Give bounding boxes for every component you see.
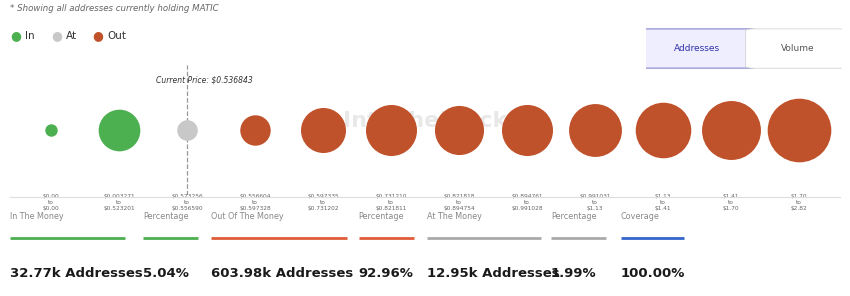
Text: 12.95k Addresses: 12.95k Addresses	[427, 267, 559, 280]
Point	[520, 128, 534, 133]
Text: At: At	[66, 30, 77, 41]
Text: ●: ●	[51, 29, 62, 42]
Text: Current Price: $0.536843: Current Price: $0.536843	[156, 75, 253, 84]
Text: $0.821818
to
$0.894754: $0.821818 to $0.894754	[443, 194, 475, 211]
Text: $0.991031
to
$1.13: $0.991031 to $1.13	[579, 194, 611, 211]
Text: $0.523256
to
$0.556590: $0.523256 to $0.556590	[171, 194, 203, 211]
Text: $0.556604
to
$0.597328: $0.556604 to $0.597328	[239, 194, 271, 211]
Point	[248, 128, 262, 133]
Text: 5.04%: 5.04%	[143, 267, 189, 280]
Text: $0.731210
to
$0.821811: $0.731210 to $0.821811	[375, 194, 407, 211]
Text: Percentage: Percentage	[551, 212, 597, 221]
Text: $1.70
to
$2.82: $1.70 to $2.82	[790, 194, 807, 211]
Text: In The Money: In The Money	[10, 212, 64, 221]
Point	[112, 128, 126, 133]
Text: IntoTheBlock: IntoTheBlock	[343, 111, 507, 131]
Text: 92.96%: 92.96%	[359, 267, 414, 280]
Text: $0.597335
to
$0.731202: $0.597335 to $0.731202	[307, 194, 339, 211]
Text: Percentage: Percentage	[359, 212, 405, 221]
Text: $1.13
to
$1.41: $1.13 to $1.41	[654, 194, 672, 211]
Text: $0.003271
to
$0.523201: $0.003271 to $0.523201	[103, 194, 135, 211]
Text: In: In	[26, 30, 35, 41]
Text: ●: ●	[10, 29, 21, 42]
FancyBboxPatch shape	[638, 29, 756, 68]
Text: 32.77k Addresses: 32.77k Addresses	[10, 267, 143, 280]
Text: Percentage: Percentage	[143, 212, 189, 221]
Text: * Showing all addresses currently holding MATIC: * Showing all addresses currently holdin…	[10, 4, 218, 13]
Point	[588, 128, 602, 133]
Point	[384, 128, 398, 133]
Text: At The Money: At The Money	[427, 212, 482, 221]
Text: Addresses: Addresses	[674, 44, 720, 53]
Text: $0.00
to
$0.00: $0.00 to $0.00	[42, 194, 60, 211]
Point	[656, 128, 670, 133]
Point	[44, 128, 58, 133]
Text: Coverage: Coverage	[620, 212, 660, 221]
Text: $1.41
to
$1.70: $1.41 to $1.70	[722, 194, 740, 211]
Point	[180, 128, 194, 133]
Text: 100.00%: 100.00%	[620, 267, 685, 280]
Text: ●: ●	[92, 29, 103, 42]
Text: 603.98k Addresses: 603.98k Addresses	[211, 267, 353, 280]
Point	[724, 128, 738, 133]
Point	[452, 128, 466, 133]
Point	[792, 128, 806, 133]
Point	[316, 128, 330, 133]
Text: Volume: Volume	[780, 44, 814, 53]
Text: $0.894761
to
$0.991028: $0.894761 to $0.991028	[511, 194, 543, 211]
FancyBboxPatch shape	[745, 29, 847, 68]
Text: Out: Out	[107, 30, 126, 41]
Text: Out Of The Money: Out Of The Money	[211, 212, 283, 221]
Text: 1.99%: 1.99%	[551, 267, 597, 280]
